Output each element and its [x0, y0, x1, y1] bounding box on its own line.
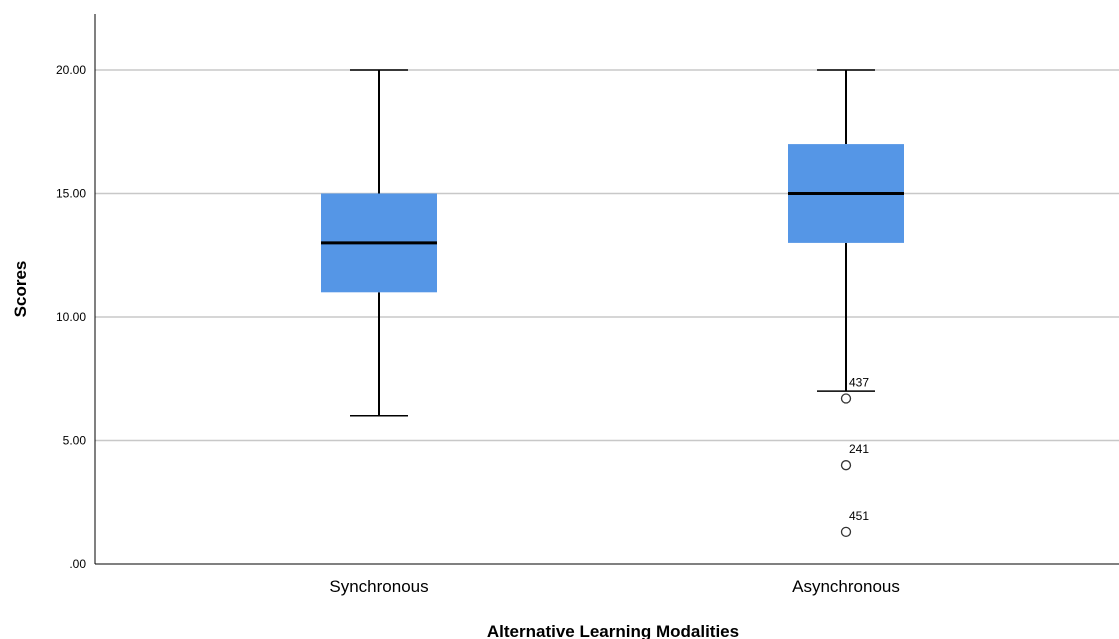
- box-group: 437 241 451: [788, 69, 904, 538]
- y-tick-label: .00: [69, 557, 86, 571]
- x-category-labels: Synchronous Asynchronous: [329, 577, 899, 596]
- y-tick-label: 20.00: [56, 63, 86, 77]
- y-tick-labels: .00 5.00 10.00 15.00 20.00: [56, 63, 86, 571]
- gridlines: [95, 69, 1119, 442]
- outlier-point: [840, 526, 852, 538]
- box-group: [321, 69, 437, 417]
- y-tick-label: 15.00: [56, 187, 86, 201]
- outlier-label: 241: [849, 442, 869, 456]
- x-category-label: Asynchronous: [792, 577, 900, 596]
- outlier-point: [840, 393, 852, 404]
- x-axis-title: Alternative Learning Modalities: [487, 622, 739, 639]
- y-tick-label: 10.00: [56, 310, 86, 324]
- axes: [94, 14, 1119, 565]
- y-axis-title: Scores: [11, 261, 30, 318]
- outlier-point: [840, 460, 852, 471]
- outlier-label: 451: [849, 509, 869, 523]
- outlier-label: 437: [849, 376, 869, 390]
- y-tick-label: 5.00: [63, 434, 87, 448]
- boxes: 437 241 451: [321, 69, 904, 538]
- x-category-label: Synchronous: [329, 577, 428, 596]
